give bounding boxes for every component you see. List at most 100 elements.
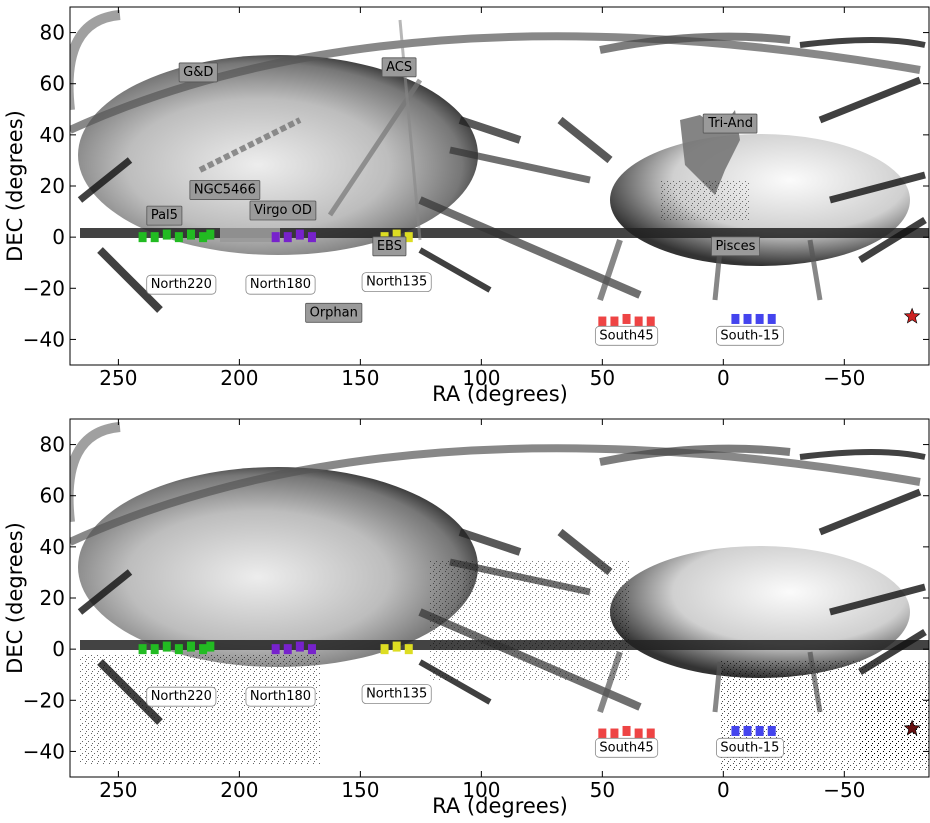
annotation-label: North220 <box>146 686 217 707</box>
bottom-y-ticks: 80 60 40 20 0 −20 −40 <box>23 433 929 763</box>
bottom-data-markers <box>138 641 921 739</box>
x-tick-label: −50 <box>823 778 865 802</box>
x-tick-label: 100 <box>462 778 500 802</box>
bottom-y-axis-label: DEC (degrees) <box>3 522 27 674</box>
annotation-box <box>702 113 758 134</box>
top-annotations: G&D ACS Tri-And NGC5466 Pal5 Virgo OD EBS Pisce… <box>146 57 784 346</box>
annotation-box <box>146 205 183 226</box>
data-point <box>199 644 208 655</box>
data-point <box>271 232 280 243</box>
data-point <box>186 229 195 240</box>
annotation-box <box>249 200 317 221</box>
data-point <box>610 728 619 739</box>
annotation-text: ACS <box>386 60 412 75</box>
top-y-axis-label: DEC (degrees) <box>3 110 27 262</box>
y-tick-label: 80 <box>40 21 65 45</box>
data-point <box>150 644 159 655</box>
data-point <box>731 725 740 736</box>
data-point <box>295 641 304 652</box>
star-marker <box>903 719 921 736</box>
annotation-label: G&D <box>178 62 218 83</box>
annotation-label: North180 <box>245 274 316 295</box>
annotation-label: ACS <box>381 57 417 78</box>
data-point <box>174 232 183 243</box>
annotation-box <box>716 737 784 758</box>
annotation-text: North180 <box>250 689 311 704</box>
annotation-label: North180 <box>245 686 316 707</box>
data-point <box>199 232 208 243</box>
y-tick-label: 40 <box>40 123 65 147</box>
data-point <box>206 229 215 240</box>
data-point <box>138 644 147 655</box>
x-tick-label: 100 <box>462 366 500 390</box>
x-tick-label: 250 <box>99 778 137 802</box>
y-tick-label: −20 <box>23 276 65 300</box>
annotation-text: Pisces <box>715 239 755 254</box>
annotation-box <box>594 737 659 758</box>
annotation-text: North220 <box>151 277 212 292</box>
data-point <box>634 728 643 739</box>
annotation-box <box>594 325 659 346</box>
y-tick-label: 0 <box>52 637 65 661</box>
y-tick-label: 60 <box>40 484 65 508</box>
data-point <box>307 644 316 655</box>
x-tick-label: −50 <box>823 366 865 390</box>
x-tick-label: 0 <box>717 366 730 390</box>
data-point <box>162 229 171 240</box>
annotation-box <box>716 325 784 346</box>
annotation-label: EBS <box>372 236 407 257</box>
annotation-text: North180 <box>250 277 311 292</box>
data-point <box>404 232 413 243</box>
annotation-box <box>372 236 407 257</box>
y-tick-label: 60 <box>40 72 65 96</box>
data-point <box>206 641 215 652</box>
top-x-axis-label: RA (degrees) <box>432 382 568 406</box>
data-point <box>767 725 776 736</box>
annotation-box <box>146 686 217 707</box>
top-data-markers <box>138 229 921 327</box>
data-point <box>174 644 183 655</box>
annotation-label: South45 <box>594 737 659 758</box>
data-point <box>598 728 607 739</box>
x-tick-label: 0 <box>717 778 730 802</box>
data-point <box>150 232 159 243</box>
annotation-box <box>245 686 316 707</box>
bottom-x-ticks: 250 200 150 100 50 0 −50 <box>99 419 865 802</box>
annotation-box <box>361 684 432 705</box>
annotation-text: NGC5466 <box>194 183 256 198</box>
data-point <box>283 232 292 243</box>
annotation-text: EBS <box>377 239 402 254</box>
y-tick-label: 20 <box>40 586 65 610</box>
data-point <box>186 641 195 652</box>
annotation-text: G&D <box>183 65 213 80</box>
annotation-text: North135 <box>366 275 427 290</box>
bottom-annotations: North220 North180 North135 South45 South-15 <box>146 684 784 758</box>
data-point <box>392 229 401 240</box>
data-point <box>622 725 631 736</box>
annotation-label: NGC5466 <box>189 180 261 200</box>
bottom-x-axis-label: RA (degrees) <box>432 794 568 818</box>
top-x-ticks: 250 200 150 100 50 0 −50 <box>99 7 865 390</box>
annotation-text: North135 <box>366 687 427 702</box>
x-tick-label: 50 <box>590 366 615 390</box>
data-point <box>755 725 764 736</box>
y-tick-label: 0 <box>52 225 65 249</box>
annotation-box <box>146 274 217 295</box>
y-tick-label: −40 <box>23 327 65 351</box>
annotation-text: South45 <box>599 328 653 343</box>
x-tick-label: 200 <box>220 778 258 802</box>
annotation-label: Pal5 <box>146 205 183 226</box>
data-point <box>404 644 413 655</box>
y-tick-label: 40 <box>40 535 65 559</box>
annotation-box <box>711 236 760 257</box>
annotation-label: South-15 <box>716 325 784 346</box>
data-point <box>634 316 643 327</box>
annotation-box <box>361 272 432 293</box>
x-tick-label: 150 <box>341 366 379 390</box>
y-tick-label: −40 <box>23 739 65 763</box>
annotation-text: South-15 <box>720 328 779 343</box>
data-point <box>743 313 752 324</box>
data-point <box>307 232 316 243</box>
data-point <box>271 644 280 655</box>
annotation-label: South-15 <box>716 737 784 758</box>
